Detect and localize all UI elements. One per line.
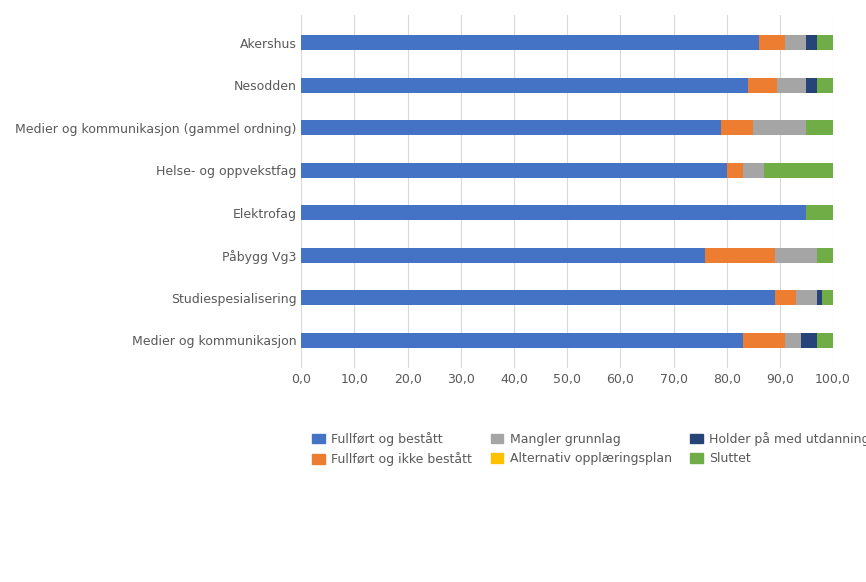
Bar (727, 163, 743, 178)
Legend: Fullført og bestått, Fullført og ikke bestått, Mangler grunnlag, Alternativ oppl: Fullført og bestått, Fullført og ikke be… (307, 427, 866, 471)
Bar (764, 163, 833, 178)
Bar (823, 290, 833, 305)
Bar (753, 120, 806, 135)
Bar (301, 163, 727, 178)
Bar (301, 120, 721, 135)
Bar (743, 163, 764, 178)
Bar (706, 248, 774, 262)
Bar (801, 333, 818, 347)
Bar (777, 78, 806, 93)
Bar (774, 290, 796, 305)
Bar (748, 78, 777, 93)
Bar (301, 248, 706, 262)
Bar (301, 78, 748, 93)
Bar (818, 333, 833, 347)
Bar (301, 290, 774, 305)
Bar (806, 205, 833, 220)
Bar (818, 290, 823, 305)
Bar (785, 35, 806, 50)
Bar (301, 333, 743, 347)
Bar (785, 333, 801, 347)
Bar (818, 78, 833, 93)
Bar (796, 290, 818, 305)
Bar (806, 35, 818, 50)
Bar (806, 120, 833, 135)
Bar (301, 35, 759, 50)
Bar (806, 78, 818, 93)
Bar (774, 248, 818, 262)
Bar (743, 333, 785, 347)
Bar (301, 205, 806, 220)
Bar (818, 35, 833, 50)
Bar (721, 120, 753, 135)
Bar (818, 248, 833, 262)
Bar (759, 35, 785, 50)
